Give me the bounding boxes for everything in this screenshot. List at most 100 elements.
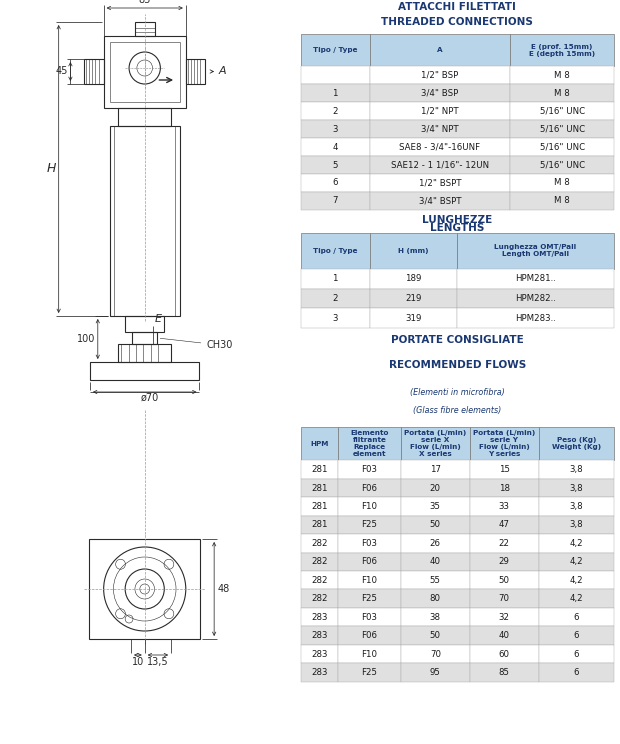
Bar — [401, 497, 470, 516]
Bar — [301, 84, 370, 102]
Text: 5/16" UNC: 5/16" UNC — [539, 143, 585, 152]
Bar — [510, 156, 614, 174]
Bar — [510, 138, 614, 156]
Bar — [301, 192, 370, 210]
Bar — [539, 645, 614, 663]
Bar — [110, 126, 180, 316]
Bar — [458, 233, 614, 269]
Text: PORTATE CONSIGLIATE: PORTATE CONSIGLIATE — [391, 336, 524, 345]
Text: F03: F03 — [361, 465, 378, 474]
Bar — [301, 571, 339, 589]
Text: 3: 3 — [332, 124, 338, 134]
Bar — [370, 66, 510, 84]
Bar — [510, 34, 614, 66]
Text: SAE8 - 3/4"-16UNF: SAE8 - 3/4"-16UNF — [399, 143, 480, 152]
Bar — [339, 479, 401, 497]
Bar — [510, 192, 614, 210]
Text: H: H — [46, 162, 56, 176]
Text: 22: 22 — [498, 539, 510, 548]
Text: LENGTHS: LENGTHS — [430, 223, 484, 234]
Text: F25: F25 — [361, 594, 378, 603]
Text: 95: 95 — [430, 668, 441, 677]
Text: 85: 85 — [498, 668, 510, 677]
Bar — [539, 461, 614, 479]
Text: 1/2" NPT: 1/2" NPT — [421, 106, 459, 115]
Text: 283: 283 — [311, 668, 328, 677]
Bar — [510, 66, 614, 84]
Bar — [470, 645, 539, 663]
Bar — [118, 344, 171, 362]
Text: F06: F06 — [361, 557, 378, 566]
Text: E: E — [154, 314, 161, 324]
Bar — [301, 608, 339, 626]
Text: 3/4" BSP: 3/4" BSP — [422, 89, 459, 97]
Text: SAE12 - 1 1/16"- 12UN: SAE12 - 1 1/16"- 12UN — [391, 161, 489, 170]
Text: 20: 20 — [430, 484, 441, 493]
Bar — [458, 309, 614, 328]
Bar — [339, 571, 401, 589]
Bar — [401, 479, 470, 497]
Text: 47: 47 — [498, 521, 510, 530]
Bar — [470, 534, 539, 553]
Bar — [301, 534, 339, 553]
Text: Elemento
filtrante
Replace
element: Elemento filtrante Replace element — [350, 430, 389, 458]
Bar — [401, 516, 470, 534]
Bar — [125, 316, 164, 332]
Bar — [401, 534, 470, 553]
Bar — [339, 516, 401, 534]
Bar — [301, 645, 339, 663]
Bar — [458, 289, 614, 309]
Bar — [370, 174, 510, 192]
Text: 219: 219 — [405, 294, 422, 303]
Bar — [301, 479, 339, 497]
Bar — [470, 608, 539, 626]
Bar — [370, 233, 458, 269]
Text: 70: 70 — [430, 650, 441, 658]
Text: ø70: ø70 — [141, 393, 159, 403]
Text: HPM: HPM — [310, 441, 329, 447]
Bar — [539, 553, 614, 571]
Bar — [370, 289, 458, 309]
Bar — [301, 289, 370, 309]
Bar — [401, 461, 470, 479]
Text: 4,2: 4,2 — [569, 557, 583, 566]
Text: F06: F06 — [361, 484, 378, 493]
Bar — [301, 233, 370, 269]
Text: Lunghezza OMT/Pall
Length OMT/Pall: Lunghezza OMT/Pall Length OMT/Pall — [495, 244, 577, 257]
Text: 189: 189 — [405, 274, 422, 283]
Text: Tipo / Type: Tipo / Type — [313, 248, 357, 254]
Text: 4,2: 4,2 — [569, 576, 583, 585]
Bar — [339, 645, 401, 663]
Bar — [301, 269, 370, 289]
Bar — [301, 626, 339, 645]
Bar — [104, 36, 186, 108]
Text: 283: 283 — [311, 631, 328, 640]
Bar — [301, 120, 370, 138]
Bar — [401, 571, 470, 589]
Text: 45: 45 — [55, 66, 68, 77]
Bar — [470, 589, 539, 608]
Text: 50: 50 — [430, 631, 441, 640]
Bar — [539, 497, 614, 516]
Bar — [301, 102, 370, 120]
Text: 100: 100 — [76, 334, 95, 344]
Text: F25: F25 — [361, 668, 378, 677]
Bar — [301, 138, 370, 156]
Text: 282: 282 — [311, 557, 328, 566]
Bar — [510, 102, 614, 120]
Bar — [539, 608, 614, 626]
Text: CH30: CH30 — [160, 339, 232, 350]
Text: 2: 2 — [332, 294, 338, 303]
Bar — [90, 362, 200, 380]
Text: 281: 281 — [311, 502, 328, 511]
Bar — [401, 663, 470, 682]
Bar — [370, 192, 510, 210]
Text: 1/2" BSP: 1/2" BSP — [422, 71, 459, 80]
Bar — [470, 553, 539, 571]
Bar — [339, 427, 401, 461]
Text: F10: F10 — [361, 650, 378, 658]
Text: HPM281..: HPM281.. — [515, 274, 556, 283]
Text: 40: 40 — [430, 557, 441, 566]
Text: 26: 26 — [430, 539, 441, 548]
Text: 3,8: 3,8 — [569, 484, 583, 493]
